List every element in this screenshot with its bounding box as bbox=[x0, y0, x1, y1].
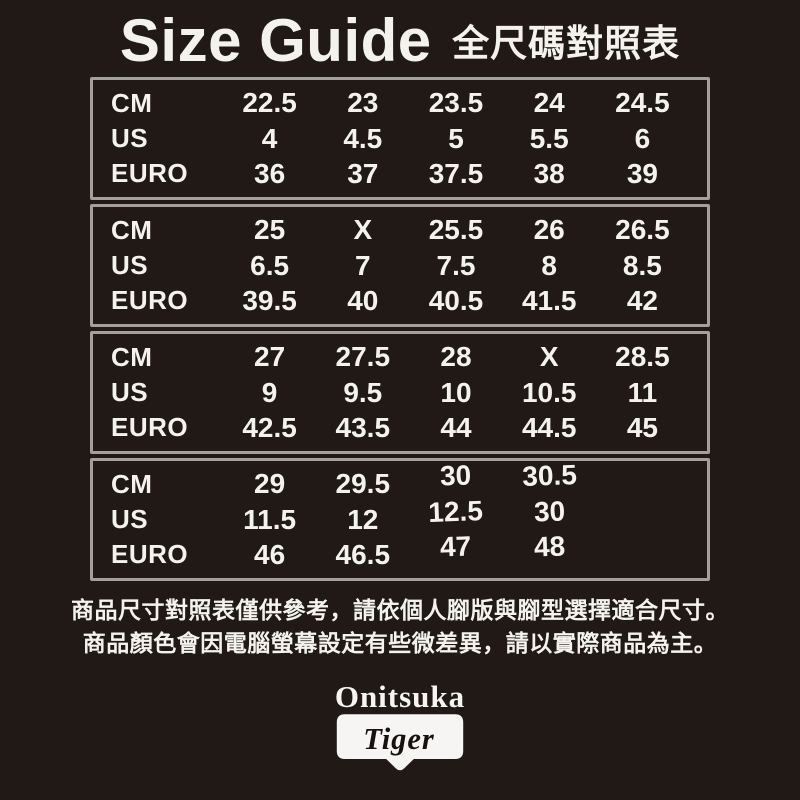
size-cell: 6.5 bbox=[250, 249, 290, 281]
row-label: US bbox=[111, 377, 149, 408]
size-cell: 44 bbox=[440, 411, 472, 443]
size-row: US 4 4.5 5 5.5 6 bbox=[111, 123, 689, 155]
size-cell: 27.5 bbox=[335, 341, 391, 373]
size-cell: 8 bbox=[541, 249, 557, 281]
size-cell: 37 bbox=[347, 157, 379, 189]
size-cell: 5 bbox=[448, 122, 464, 154]
size-cell: 37.5 bbox=[428, 157, 484, 189]
size-cell: 39.5 bbox=[242, 284, 297, 316]
size-cell: 46 bbox=[254, 538, 286, 570]
size-cell: 28 bbox=[440, 341, 472, 373]
size-cell: 7 bbox=[355, 249, 371, 281]
size-cell: 11 bbox=[627, 376, 658, 408]
size-cell: 22.5 bbox=[242, 87, 297, 119]
row-label: EURO bbox=[111, 412, 189, 443]
size-cell: 5.5 bbox=[529, 122, 569, 154]
size-cell: X bbox=[353, 214, 373, 246]
brand-logo: Onitsuka Tiger bbox=[0, 679, 800, 775]
size-cell: 43.5 bbox=[335, 411, 391, 443]
size-cell: 25.5 bbox=[428, 214, 484, 246]
row-label: EURO bbox=[111, 285, 189, 316]
size-cell: 39 bbox=[626, 157, 658, 189]
title-english: Size Guide bbox=[119, 7, 432, 74]
page-title: Size Guide 全尺碼對照表 bbox=[0, 0, 800, 72]
size-cell: 12.5 bbox=[428, 494, 484, 528]
size-cell: 36 bbox=[254, 157, 286, 189]
note-line-1: 商品尺寸對照表僅供參考，請依個人腳版與腳型選擇適合尺寸。 bbox=[71, 597, 729, 624]
size-cell: 9.5 bbox=[343, 376, 383, 408]
size-cell: 41.5 bbox=[521, 284, 577, 316]
size-cell: 48 bbox=[533, 530, 566, 563]
size-cell: 10 bbox=[440, 376, 472, 408]
row-label: CM bbox=[111, 214, 153, 245]
size-cell: 29 bbox=[254, 468, 286, 500]
size-cell: 42 bbox=[626, 284, 658, 316]
size-cell: 27 bbox=[254, 341, 286, 373]
logo-shield-text: Tiger bbox=[363, 722, 435, 756]
size-row: CM 29 29.5 30 30.5 bbox=[111, 460, 689, 500]
size-row: CM 27 27.5 28 X 28.5 bbox=[111, 341, 689, 373]
size-row: CM 22.5 23 23.5 24 24.5 bbox=[111, 87, 689, 119]
size-cell: 46.5 bbox=[335, 538, 391, 570]
row-label: EURO bbox=[111, 539, 189, 570]
size-cell: 26 bbox=[533, 214, 565, 246]
size-cell: 4.5 bbox=[343, 122, 383, 154]
row-label: US bbox=[111, 123, 149, 154]
size-cell: 11.5 bbox=[243, 503, 297, 535]
size-cell: 4 bbox=[261, 122, 278, 154]
size-cell: 10.5 bbox=[521, 376, 577, 408]
footer-notes: 商品尺寸對照表僅供參考，請依個人腳版與腳型選擇適合尺寸。 商品顏色會因電腦螢幕設… bbox=[0, 594, 800, 660]
size-cell: X bbox=[539, 341, 559, 373]
size-row: US 11.5 12 12.5 30 bbox=[111, 495, 689, 536]
size-cell: 23.5 bbox=[428, 87, 484, 119]
size-cell: 30 bbox=[533, 495, 566, 528]
size-cell: 40 bbox=[347, 284, 379, 316]
size-cell: 47 bbox=[439, 530, 473, 563]
size-cell: 24.5 bbox=[615, 87, 670, 119]
size-cell: 6 bbox=[634, 122, 651, 154]
size-cell: 24 bbox=[533, 87, 565, 119]
size-cell: 23 bbox=[347, 87, 379, 119]
row-label: EURO bbox=[111, 158, 189, 189]
size-cell: 8.5 bbox=[622, 249, 662, 281]
size-cell: 45 bbox=[626, 411, 658, 443]
row-label: CM bbox=[111, 87, 153, 118]
row-label: CM bbox=[111, 468, 153, 499]
size-cell: 25 bbox=[254, 214, 286, 246]
size-cell: 42.5 bbox=[242, 411, 297, 443]
size-cell: 28.5 bbox=[615, 341, 670, 373]
size-cell: 7.5 bbox=[436, 249, 476, 281]
size-block-2: CM 25 X 25.5 26 26.5 US 6.5 7 7.5 8 8.5 EURO 39.5 40 40… bbox=[90, 204, 710, 328]
size-cell: 9 bbox=[261, 376, 278, 408]
size-row: US 9 9.5 10 10.5 11 bbox=[111, 377, 689, 409]
title-chinese: 全尺碼對照表 bbox=[452, 23, 681, 64]
logo-wordmark: Onitsuka bbox=[334, 679, 466, 714]
row-label: CM bbox=[111, 341, 153, 372]
size-cell: 38 bbox=[533, 157, 565, 189]
size-row: EURO 36 37 37.5 38 39 bbox=[111, 158, 689, 190]
size-row: EURO 42.5 43.5 44 44.5 45 bbox=[111, 412, 689, 444]
note-line-2: 商品顏色會因電腦螢幕設定有些微差異，請以實際商品為主。 bbox=[82, 630, 718, 657]
size-row: EURO 39.5 40 40.5 41.5 42 bbox=[111, 285, 689, 317]
size-row: CM 25 X 25.5 26 26.5 bbox=[111, 214, 689, 246]
size-row: EURO 46 46.5 47 48 bbox=[111, 530, 689, 571]
size-cell: 29.5 bbox=[335, 468, 391, 500]
row-label: US bbox=[111, 250, 149, 281]
size-cell: 40.5 bbox=[428, 284, 484, 316]
size-block-1: CM 22.5 23 23.5 24 24.5 US 4 4.5 5 5.5 6 EURO 36 37 37.… bbox=[90, 77, 710, 201]
size-block-4: CM 29 29.5 30 30.5 US 11.5 12 12.5 30 EURO 46 46.5 47… bbox=[90, 458, 710, 582]
size-cell: 30 bbox=[439, 459, 473, 493]
size-cell: 12 bbox=[347, 503, 379, 535]
size-row: US 6.5 7 7.5 8 8.5 bbox=[111, 250, 689, 282]
tiger-shield-icon: Tiger bbox=[336, 714, 464, 771]
size-block-3: CM 27 27.5 28 X 28.5 US 9 9.5 10 10.5 11 EURO 42.5 43.… bbox=[90, 331, 710, 455]
size-cell: 26.5 bbox=[615, 214, 670, 246]
size-conversion-table: CM 22.5 23 23.5 24 24.5 US 4 4.5 5 5.5 6 EURO 36 37 37.… bbox=[90, 77, 710, 582]
size-cell: 44.5 bbox=[521, 411, 577, 443]
row-label: US bbox=[111, 504, 149, 535]
size-cell: 30.5 bbox=[521, 459, 577, 493]
